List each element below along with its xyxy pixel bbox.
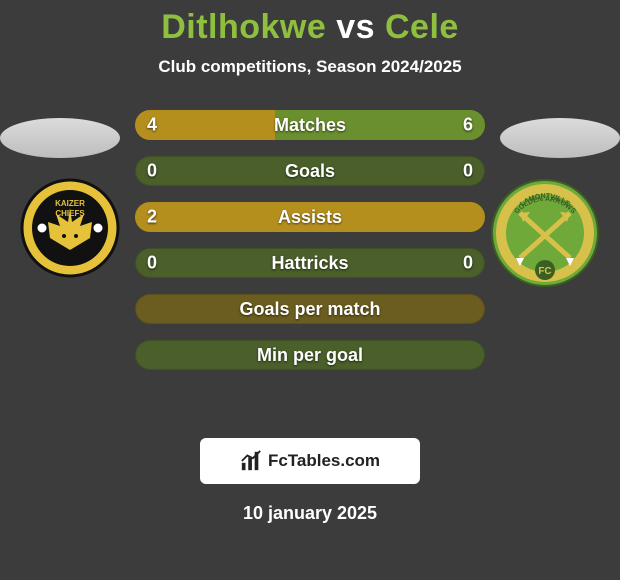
title-span: Cele: [385, 8, 459, 46]
stat-label: Hattricks: [271, 253, 348, 274]
stat-row: Goals per match: [135, 294, 485, 324]
stat-label: Goals per match: [239, 299, 380, 320]
comparison-stage: KAIZER CHIEFS LAMONTVILLE GOLDEN ARROWS …: [0, 110, 620, 490]
comparison-subtitle: Club competitions, Season 2024/2025: [0, 57, 620, 77]
comparison-title: Ditlhokwe vs Cele: [0, 0, 620, 47]
stat-value-left: 0: [147, 253, 157, 274]
stat-value-right: 0: [463, 161, 473, 182]
fctables-watermark: FcTables.com: [200, 438, 420, 484]
golden-arrows-crest: LAMONTVILLE GOLDEN ARROWS FC: [490, 178, 600, 288]
stat-row: Goals 0 0: [135, 156, 485, 186]
svg-text:KAIZER: KAIZER: [55, 199, 85, 208]
stat-row: Assists 2: [135, 202, 485, 232]
player-left-placeholder: [0, 118, 120, 158]
kaizer-chiefs-crest: KAIZER CHIEFS: [20, 178, 120, 278]
player-right-placeholder: [500, 118, 620, 158]
comparison-date: 10 january 2025: [0, 503, 620, 524]
stat-label: Assists: [278, 207, 342, 228]
stat-row: Min per goal: [135, 340, 485, 370]
stat-value-left: 4: [147, 115, 157, 136]
stat-label: Min per goal: [257, 345, 363, 366]
fctables-logo-icon: [240, 450, 262, 472]
stat-label: Goals: [285, 161, 335, 182]
stat-row: Matches 4 6: [135, 110, 485, 140]
stat-label: Matches: [274, 115, 346, 136]
stat-value-left: 0: [147, 161, 157, 182]
title-span: vs: [326, 8, 385, 46]
stat-value-left: 2: [147, 207, 157, 228]
stat-row: Hattricks 0 0: [135, 248, 485, 278]
stats-bars: Matches46Goals00Assists2Hattricks00Goals…: [135, 110, 485, 386]
stat-value-right: 6: [463, 115, 473, 136]
fctables-label: FcTables.com: [268, 451, 380, 471]
title-span: Ditlhokwe: [161, 8, 326, 46]
svg-text:FC: FC: [538, 266, 551, 277]
stat-value-right: 0: [463, 253, 473, 274]
